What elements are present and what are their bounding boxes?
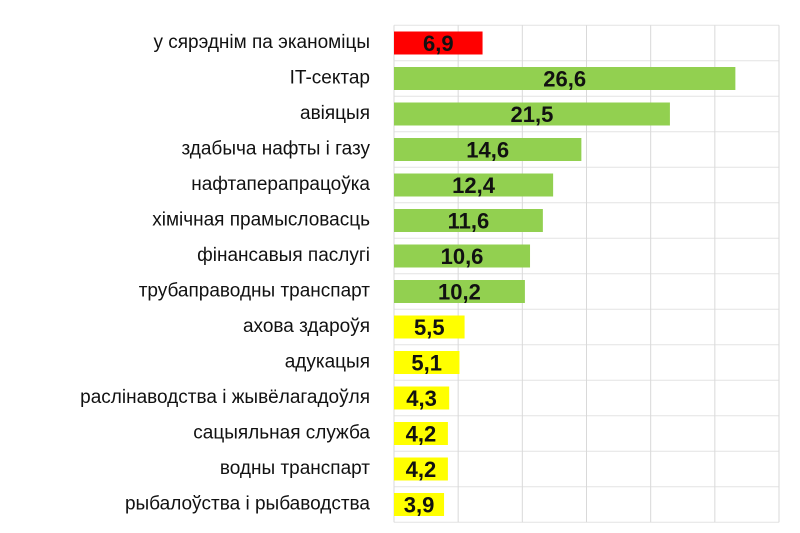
bar bbox=[394, 351, 460, 374]
category-label: у сярэднім па эканоміцы bbox=[153, 32, 370, 53]
bar bbox=[394, 315, 465, 339]
category-label: сацыяльная служба bbox=[193, 423, 370, 444]
value-label: 3,9 bbox=[404, 492, 435, 517]
bar bbox=[394, 457, 448, 481]
bar bbox=[394, 386, 450, 410]
category-label: адукацыя bbox=[285, 352, 370, 373]
bar bbox=[394, 31, 483, 55]
value-label: 10,2 bbox=[438, 279, 481, 304]
bar bbox=[394, 493, 445, 516]
category-label: ахова здароўя bbox=[243, 316, 370, 337]
value-label: 11,6 bbox=[448, 208, 490, 233]
bar bbox=[394, 244, 531, 268]
value-label: 26,6 bbox=[543, 66, 586, 91]
value-label: 6,9 bbox=[423, 31, 454, 56]
bar bbox=[394, 209, 543, 232]
value-label: 5,1 bbox=[411, 350, 442, 375]
bar bbox=[394, 138, 582, 161]
category-label: водны транспарт bbox=[220, 458, 370, 479]
value-label: 12,4 bbox=[452, 173, 496, 198]
category-label: хімічная прамысловасць bbox=[152, 210, 370, 231]
category-label: фінансавыя паслугі bbox=[197, 245, 370, 266]
category-label: IT-сектар bbox=[290, 68, 370, 89]
category-label: авіяцыя bbox=[300, 103, 370, 124]
category-label: трубаправодны транспарт bbox=[139, 281, 371, 302]
category-label: здабыча нафты і газу bbox=[181, 139, 370, 160]
bar bbox=[394, 280, 525, 303]
bar bbox=[394, 67, 736, 90]
value-label: 4,3 bbox=[406, 386, 437, 411]
category-label: рыбалоўства і рыбаводства bbox=[125, 494, 370, 515]
category-label: раслінаводства і жывёлагадоўля bbox=[80, 387, 370, 408]
bar bbox=[394, 422, 448, 445]
value-label: 10,6 bbox=[441, 244, 484, 269]
value-label: 4,2 bbox=[406, 457, 437, 482]
bar bbox=[394, 173, 554, 197]
value-label: 14,6 bbox=[466, 137, 509, 162]
category-label: нафтаперапрацоўка bbox=[191, 174, 370, 195]
value-label: 4,2 bbox=[406, 421, 437, 446]
value-label: 5,5 bbox=[414, 315, 445, 340]
bar bbox=[394, 102, 670, 126]
value-label: 21,5 bbox=[511, 102, 554, 127]
